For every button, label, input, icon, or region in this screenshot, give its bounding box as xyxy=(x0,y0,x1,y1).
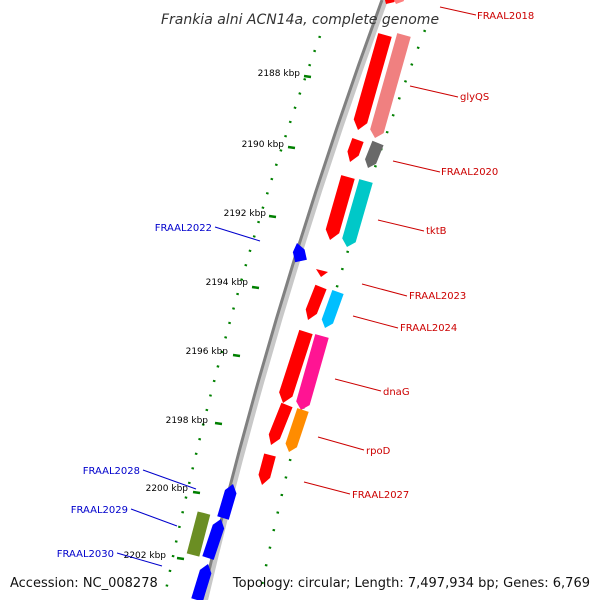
gene-label-fraal2022: FRAAL2022 xyxy=(155,223,212,234)
ruler-tick-label: 2192 kbp xyxy=(224,209,267,219)
cog-gene-arrow-fraal2024 xyxy=(321,289,344,328)
ruler-tick xyxy=(303,74,312,79)
reverse-gene-arrow-fraal2022 xyxy=(292,243,307,263)
ruler-tick-label: 2196 kbp xyxy=(186,347,229,357)
cog-ring-genes xyxy=(285,0,411,452)
ruler-tick xyxy=(214,421,223,426)
leader-line-fraal2018 xyxy=(439,6,477,16)
leader-line-fraal2027 xyxy=(303,481,351,495)
cog-gene-arrow-fraal2029 xyxy=(186,511,211,557)
gene-label-fraal2027: FRAAL2027 xyxy=(352,490,409,501)
forward-gene-arrow-tktb xyxy=(325,175,355,240)
gene-labels: FRAAL2018 glyQS FRAAL2020 tktB FRAAL2022 FRAA… xyxy=(57,6,534,567)
cog-gene-arrow-tktb xyxy=(342,179,373,247)
ruler-tick xyxy=(192,490,201,495)
forward-gene-arrow-glyqs xyxy=(353,33,392,130)
ruler-tick xyxy=(176,556,185,561)
gene-label-fraal2023: FRAAL2023 xyxy=(409,291,466,302)
leader-line-dnag xyxy=(334,378,382,392)
gene-label-fraal2029: FRAAL2029 xyxy=(71,505,128,516)
genome-backbone-shadow xyxy=(202,0,388,600)
leader-line-fraal2022 xyxy=(214,226,261,242)
gene-label-fraal2030: FRAAL2030 xyxy=(57,549,114,560)
leader-line-glyqs xyxy=(409,85,459,98)
leader-line-fraal2024 xyxy=(352,315,399,329)
cog-gene-arrow-fraal2018 xyxy=(394,0,405,4)
ruler-tick-label: 2200 kbp xyxy=(146,484,189,494)
forward-gene-arrow-fraal2027 xyxy=(258,453,276,485)
leader-line-fraal2028 xyxy=(142,469,197,490)
gene-label-dnag: dnaG xyxy=(383,387,410,398)
accession-text: Accession: NC_008278 xyxy=(10,576,158,591)
forward-strand-genes xyxy=(258,0,396,485)
gene-label-tktb: tktB xyxy=(426,226,447,237)
gene-label-glyqs: glyQS xyxy=(460,92,489,103)
ruler-dots xyxy=(163,35,322,596)
cog-gene-arrow-glyqs xyxy=(370,33,411,138)
gene-label-rpod: rpoD xyxy=(366,446,391,457)
leader-line-fraal2023 xyxy=(361,283,408,297)
reverse-gene-arrow-fraal2028 xyxy=(217,484,237,520)
leader-line-fraal2020 xyxy=(392,160,441,173)
ruler-tick xyxy=(287,145,296,150)
gene-label-fraal2018: FRAAL2018 xyxy=(477,11,534,22)
ruler: 2188 kbp 2190 kbp 2192 kbp 2194 kbp 2196 kbp… xyxy=(124,69,312,561)
ruler-tick xyxy=(251,285,260,290)
ruler-tick xyxy=(232,353,241,358)
gene-label-fraal2024: FRAAL2024 xyxy=(400,323,457,334)
leader-line-fraal2030 xyxy=(116,552,163,567)
ruler-tick-label: 2202 kbp xyxy=(124,551,167,561)
map-title: Frankia alni ACN14a, complete genome xyxy=(161,12,439,28)
leader-line-tktb xyxy=(377,219,425,232)
cog-gene-arrow-dnag xyxy=(296,334,329,410)
reverse-gene-arrow-fraal2030 xyxy=(191,564,212,600)
ruler-tick-label: 2190 kbp xyxy=(242,140,285,150)
ruler-tick-label: 2198 kbp xyxy=(166,416,209,426)
forward-gene-arrow-rpod xyxy=(268,402,293,445)
ruler-tick-label: 2188 kbp xyxy=(258,69,301,79)
forward-gene-arrow-fraal2023 xyxy=(316,269,328,277)
ruler-tick-label: 2194 kbp xyxy=(206,278,249,288)
leader-line-rpod xyxy=(317,436,365,451)
reverse-strand-genes xyxy=(186,243,307,600)
forward-gene-arrow-fraal2020 xyxy=(347,137,364,162)
cog-ring-dots xyxy=(258,29,427,596)
gene-label-fraal2020: FRAAL2020 xyxy=(441,167,498,178)
topology-text: Topology: circular; Length: 7,497,934 bp… xyxy=(232,576,590,591)
forward-gene-arrow-dnag xyxy=(279,329,313,403)
gene-label-fraal2028: FRAAL2028 xyxy=(83,466,140,477)
reverse-gene-arrow-fraal2029 xyxy=(202,519,225,560)
forward-gene-arrow-fraal2018 xyxy=(384,0,396,4)
cog-gene-arrow-fraal2020 xyxy=(365,140,384,168)
ruler-tick xyxy=(268,214,277,219)
cog-gene-arrow-rpod xyxy=(285,408,309,452)
leader-line-fraal2029 xyxy=(130,508,178,527)
forward-gene-arrow-fraal2024 xyxy=(305,284,327,320)
